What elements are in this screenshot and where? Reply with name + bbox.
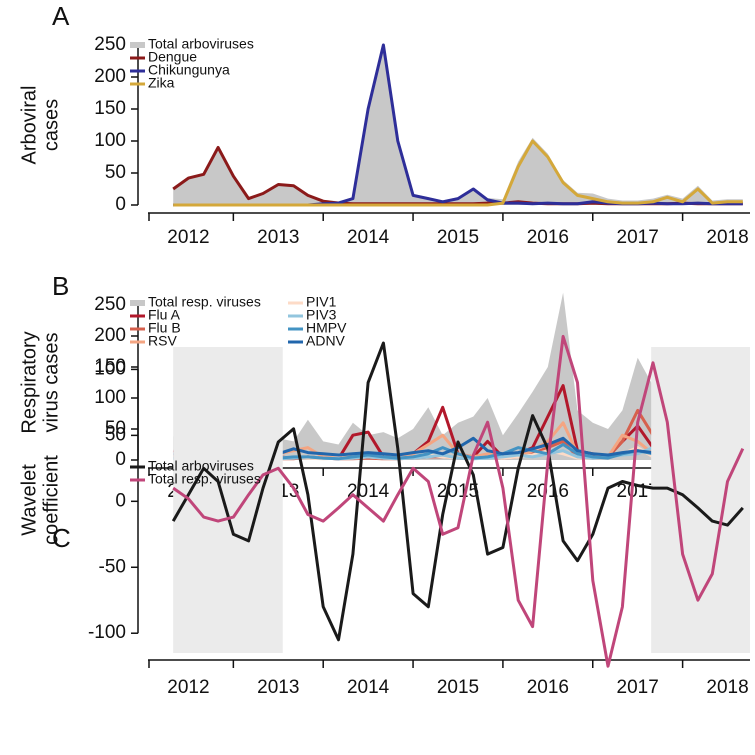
- x-tick-label: 2017: [617, 227, 659, 248]
- line: [172, 145, 743, 206]
- y-axis-label: Wavelet: [18, 464, 40, 536]
- legend-label: PIV1: [306, 294, 337, 310]
- legend-label: Total resp. viruses: [148, 294, 261, 310]
- x-tick-label: 2015: [437, 677, 479, 698]
- panel-label: C: [52, 523, 71, 553]
- y-tick-label: 100: [94, 130, 126, 151]
- x-tick-label: 2018: [706, 227, 748, 248]
- legend-label: HMPV: [306, 320, 347, 336]
- x-tick-label: 2015: [437, 481, 479, 502]
- legend-label: Chikungunya: [148, 62, 230, 78]
- y-tick-label: 0: [115, 449, 126, 470]
- x-tick-label: 2018: [706, 677, 748, 698]
- x-tick-label: 2014: [347, 227, 390, 248]
- x-tick-label: 2016: [527, 227, 569, 248]
- y-tick-label: 150: [94, 356, 126, 377]
- x-tick-label: 2014: [347, 677, 390, 698]
- line: [173, 43, 743, 207]
- y-tick-label: 0: [115, 194, 126, 215]
- panel-label: B: [52, 271, 69, 301]
- legend-label: Flu A: [148, 307, 181, 323]
- y-tick-label: 50: [105, 424, 126, 445]
- line: [173, 139, 743, 207]
- shaded-region: [651, 347, 750, 653]
- legend-label: Zika: [148, 75, 175, 91]
- y-axis-label: Arboviral: [18, 86, 40, 165]
- y-tick-label: 250: [94, 294, 126, 315]
- area: [173, 43, 743, 206]
- y-tick-label: 50: [105, 162, 126, 183]
- x-tick-label: 2012: [167, 227, 209, 248]
- x-tick-label: 2013: [257, 227, 299, 248]
- y-tick-label: -50: [99, 556, 126, 577]
- y-axis-label: Respiratory: [18, 331, 40, 433]
- y-tick-label: 150: [94, 98, 126, 119]
- legend-label: ADNV: [306, 333, 346, 349]
- y-tick-label: 200: [94, 66, 126, 87]
- y-tick-label: 50: [105, 418, 126, 439]
- legend-label: Total resp. viruses: [148, 471, 261, 487]
- x-tick-label: 2014: [347, 481, 390, 502]
- y-tick-label: 100: [94, 387, 126, 408]
- legend-label: Total arboviruses: [148, 36, 254, 52]
- x-tick-label: 2013: [257, 677, 299, 698]
- y-tick-label: 0: [115, 490, 126, 511]
- panel-label: A: [52, 1, 70, 31]
- y-axis-label: cases: [40, 99, 62, 151]
- legend-label: Dengue: [148, 49, 197, 65]
- x-tick-label: 2016: [527, 481, 569, 502]
- legend-label: Total arboviruses: [148, 458, 254, 474]
- x-tick-label: 2017: [617, 677, 659, 698]
- legend-label: RSV: [148, 333, 177, 349]
- line: [172, 334, 745, 668]
- y-tick-label: 200: [94, 325, 126, 346]
- y-axis-label: coefficient: [40, 455, 62, 545]
- y-tick-label: 100: [94, 358, 126, 379]
- y-axis-label: virus cases: [40, 332, 62, 432]
- y-tick-label: -100: [88, 622, 126, 643]
- legend-label: PIV3: [306, 307, 337, 323]
- x-tick-label: 2015: [437, 227, 479, 248]
- legend-label: Flu B: [148, 320, 181, 336]
- x-tick-label: 2016: [527, 677, 569, 698]
- x-tick-label: 2012: [167, 677, 209, 698]
- y-tick-label: 250: [94, 34, 126, 55]
